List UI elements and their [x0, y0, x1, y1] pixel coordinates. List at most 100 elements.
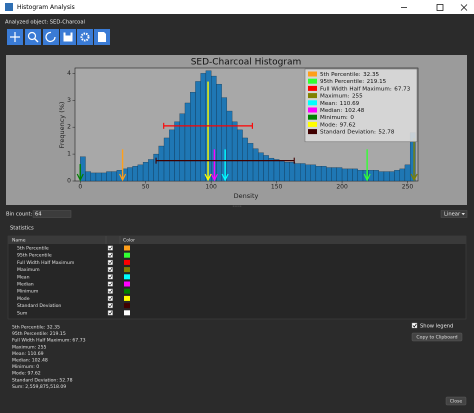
- histogram-bar: [142, 162, 149, 182]
- close-button[interactable]: [445, 396, 467, 406]
- histogram-bar: [279, 160, 285, 182]
- histogram-bar: [179, 113, 186, 182]
- checkmark: [108, 282, 113, 286]
- legend-box: [304, 68, 418, 143]
- legend-entry: Maximum: 255: [320, 93, 363, 99]
- legend-entry: Full Width Half Maximum: 67.73: [320, 86, 411, 92]
- histogram-bar: [273, 159, 280, 182]
- histogram-bar: [326, 167, 332, 182]
- checkmark: [412, 323, 417, 328]
- statistic-line: Minimum: 0: [12, 364, 39, 370]
- export-icon: [98, 32, 106, 42]
- legend-label: Median:: [320, 108, 342, 114]
- row-name: Standard Deviation: [17, 303, 61, 309]
- row-checkbox[interactable]: [107, 288, 113, 294]
- legend-swatch: [308, 114, 317, 120]
- statistic-line: Mode: 97.62: [12, 371, 41, 377]
- legend-entry: Minimum: 0: [320, 115, 354, 121]
- bin-count-value: 64: [35, 212, 42, 218]
- pan-icon: [10, 32, 20, 42]
- y-tick-label: 4: [67, 70, 71, 77]
- histogram-bar: [294, 163, 301, 182]
- legend-label: Mean:: [320, 100, 337, 106]
- histogram-bar: [289, 162, 296, 182]
- legend-value: 110.69: [340, 100, 360, 106]
- row-checkbox[interactable]: [107, 295, 113, 301]
- row-checkbox[interactable]: [107, 303, 113, 309]
- show-legend-checkbox[interactable]: [411, 322, 418, 329]
- stat-arrowhead: [210, 173, 218, 182]
- stat-arrowhead: [221, 173, 229, 182]
- row-name: Median: [17, 282, 34, 288]
- legend-value: 255: [352, 93, 363, 99]
- row-checkbox[interactable]: [107, 310, 113, 316]
- controls: Bin count: 64 Linear Statistics Show leg…: [6, 210, 468, 406]
- checkmark: [108, 296, 113, 301]
- settings-button[interactable]: [77, 29, 93, 45]
- scale-select[interactable]: [440, 210, 468, 218]
- legend-swatch: [308, 107, 317, 113]
- y-tick-label: 3: [67, 97, 71, 104]
- row-checkbox[interactable]: [107, 245, 113, 251]
- histogram-bar: [331, 167, 337, 182]
- histogram-bar: [184, 102, 191, 182]
- row-color-swatch: [124, 310, 130, 316]
- row-name: Maximum: [17, 267, 40, 273]
- row-name: Mode: [17, 296, 30, 302]
- row-name: 95th Percentile: [17, 253, 52, 259]
- histogram-bar: [127, 167, 133, 182]
- splitter-handle[interactable]: ·····: [232, 204, 242, 211]
- histogram-bar: [200, 73, 207, 182]
- histogram-bar: [373, 170, 379, 182]
- legend-value: 67.73: [394, 86, 410, 92]
- row-checkbox[interactable]: [107, 259, 113, 265]
- histogram-bar: [252, 148, 259, 182]
- stat-arrowhead: [119, 173, 127, 182]
- legend-label: Standard Deviation:: [320, 129, 376, 135]
- histogram-bar: [137, 164, 144, 182]
- histogram-bar: [111, 171, 118, 182]
- statistic-line: Full Width Half Maximum: 67.73: [12, 338, 86, 344]
- scale-value: Linear: [444, 212, 461, 218]
- reset-button[interactable]: [43, 29, 59, 45]
- checkmark: [108, 246, 113, 250]
- histogram-bar: [284, 162, 290, 182]
- histogram-bar: [242, 137, 248, 182]
- legend-entry: Standard Deviation: 52.78: [320, 129, 395, 135]
- copy-button[interactable]: [411, 332, 463, 342]
- stat-arrowhead: [410, 173, 418, 182]
- statistic-line: Sum: 2,559,875,518.09: [12, 384, 66, 390]
- legend-swatch: [308, 78, 317, 84]
- histogram-bar: [226, 110, 233, 182]
- histogram-bar: [106, 171, 112, 182]
- row-checkbox[interactable]: [107, 274, 113, 280]
- histogram-bar: [352, 168, 358, 182]
- legend-value: 52.78: [378, 129, 394, 135]
- x-tick-label: 200: [336, 184, 348, 191]
- histogram-bar: [315, 166, 322, 182]
- close-button-label: Close: [450, 399, 463, 405]
- table-header: [8, 236, 466, 244]
- stat-arrowhead: [363, 173, 371, 182]
- legend-label: Maximum:: [320, 93, 350, 99]
- checkmark: [108, 253, 113, 257]
- row-checkbox[interactable]: [107, 281, 113, 287]
- legend-entry: Mean: 110.69: [320, 100, 360, 106]
- bin-count-input[interactable]: [32, 210, 72, 218]
- legend-swatch: [308, 100, 317, 106]
- histogram-bar: [341, 168, 348, 182]
- analyzed-object: Analyzed object: SED-Charcoal: [5, 20, 85, 26]
- zoom-button[interactable]: [25, 29, 41, 45]
- maximize[interactable]: [436, 4, 444, 11]
- statistic-line: 5th Percentile: 32.35: [12, 325, 60, 331]
- row-checkbox[interactable]: [107, 252, 113, 258]
- histogram-bar: [258, 152, 264, 182]
- row-checkbox[interactable]: [107, 267, 113, 273]
- histogram-bar: [195, 81, 201, 182]
- histogram-bar: [174, 121, 180, 182]
- statistic-line: Mean: 110.69: [12, 351, 44, 357]
- close-window[interactable]: [460, 4, 468, 11]
- x-axis-label: Density: [234, 192, 259, 200]
